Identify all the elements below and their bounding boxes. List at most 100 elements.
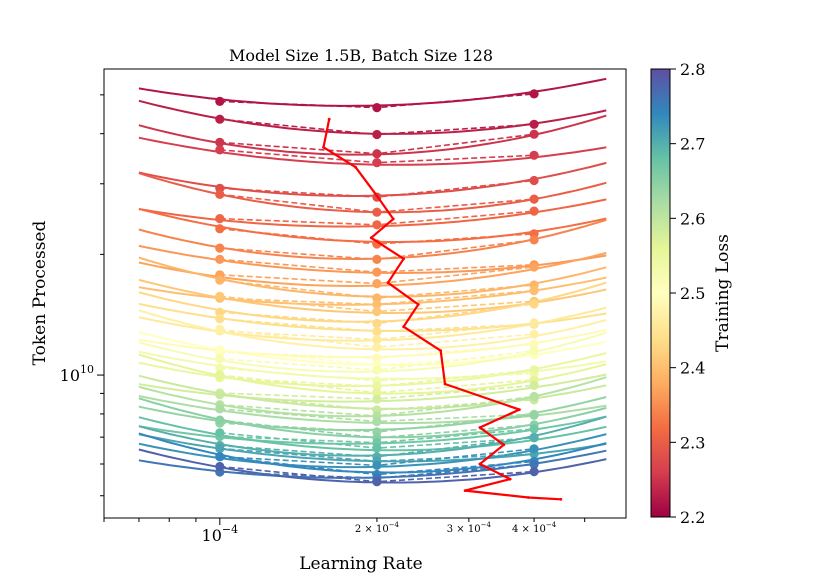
y-tick-label: 1010 — [60, 363, 94, 385]
sample-point — [529, 299, 539, 309]
optimal-lr-point — [526, 496, 530, 499]
sample-point — [215, 114, 225, 124]
sample-point — [215, 96, 225, 106]
sample-point — [215, 314, 225, 324]
sample-point — [529, 262, 539, 272]
optimal-lr-point — [508, 477, 512, 481]
colorbar-tick-label: 2.7 — [680, 135, 705, 154]
sample-point — [372, 279, 382, 289]
optimal-lr-point — [327, 117, 331, 121]
sample-point — [215, 254, 225, 264]
sample-point — [372, 388, 382, 398]
y-tick-base: 10 — [60, 366, 80, 385]
sample-point — [215, 224, 225, 234]
optimal-lr-point — [402, 257, 405, 261]
sample-point — [215, 461, 225, 472]
sample-point — [529, 286, 539, 296]
sample-point — [215, 452, 225, 462]
optimal-lr-line — [322, 118, 561, 501]
optimal-lr-point — [502, 443, 506, 447]
sample-point — [372, 158, 382, 168]
sample-point — [215, 145, 225, 155]
optimal-lr-point — [478, 426, 482, 429]
x-axis-label: Learning Rate — [299, 554, 422, 574]
x-tick-exp: −4 — [222, 523, 238, 536]
sample-point — [372, 267, 382, 277]
sample-point — [529, 175, 539, 186]
sample-point — [372, 207, 382, 217]
sample-point — [215, 214, 225, 224]
colorbar-ticks: 2.2 2.3 2.4 2.5 2.6 2.7 2.8 — [670, 60, 705, 527]
x-tick-coef: 3 × — [447, 524, 468, 535]
x-tick-base: 10 — [376, 524, 389, 535]
x-tick-base: 10 — [533, 524, 546, 535]
sample-point — [372, 220, 382, 230]
sample-point — [529, 329, 539, 339]
sample-point — [529, 119, 539, 129]
sample-point — [529, 467, 539, 477]
x-tick-coef: 2 × — [355, 524, 376, 535]
optimal-lr-point — [402, 325, 405, 329]
sample-point — [372, 365, 382, 375]
sample-point — [372, 254, 382, 264]
x-tick-base: 10 — [468, 524, 481, 535]
sample-point — [529, 150, 539, 160]
sample-point — [372, 443, 382, 453]
sample-point — [529, 365, 539, 375]
optimal-lr-point — [375, 194, 379, 198]
x-axis-ticks: 10−4 2 × 10−4 3 × 10−4 4 × 10−4 — [103, 518, 586, 545]
sample-point — [215, 324, 225, 334]
sample-point — [215, 390, 225, 400]
plot-area — [138, 77, 607, 501]
optimal-lr-point — [386, 281, 390, 285]
x-tick-exp: −4 — [389, 521, 400, 529]
sample-point — [372, 129, 382, 140]
sample-point — [372, 103, 382, 113]
sample-markers — [215, 89, 539, 487]
optimal-lr-point — [559, 497, 563, 501]
sample-point — [372, 335, 382, 345]
sample-point — [529, 89, 539, 99]
sample-point — [372, 326, 382, 337]
optimal-lr-point — [416, 303, 420, 306]
sample-point — [372, 299, 382, 309]
y-axis-ticks: 1010 — [60, 94, 104, 497]
sample-point — [372, 342, 382, 352]
x-tick-label: 3 × 10−4 — [447, 521, 492, 535]
sample-point — [215, 404, 225, 414]
colorbar-label: Training Loss — [713, 234, 733, 352]
colorbar-tick-label: 2.3 — [680, 433, 705, 452]
optimal-lr-point — [369, 236, 373, 240]
x-tick-label: 10−4 — [202, 523, 239, 545]
x-tick-coef: 4 × — [512, 524, 533, 535]
optimal-lr-point — [354, 165, 357, 169]
plot-frame — [103, 68, 627, 519]
sample-point — [372, 149, 382, 159]
x-tick-label: 2 × 10−4 — [355, 521, 400, 535]
sample-point — [215, 443, 225, 454]
optimal-lr-path — [322, 117, 563, 501]
sample-point — [372, 318, 382, 329]
x-tick-exp: −4 — [546, 521, 557, 529]
x-tick-label: 4 × 10−4 — [512, 521, 557, 535]
sample-point — [372, 460, 382, 470]
sample-point — [215, 275, 225, 285]
sample-point — [372, 353, 382, 363]
y-tick-exp: 10 — [80, 363, 94, 376]
sample-point — [529, 129, 539, 139]
optimal-lr-point — [463, 489, 467, 492]
sample-point — [215, 428, 225, 438]
chart-title: Model Size 1.5B, Batch Size 128 — [229, 46, 493, 65]
x-tick-exp: −4 — [481, 521, 492, 529]
sample-point — [529, 391, 539, 402]
sample-point — [529, 459, 539, 469]
sample-point — [529, 318, 539, 328]
sample-point — [529, 432, 539, 442]
colorbar-tick-label: 2.8 — [680, 60, 705, 79]
sample-point — [529, 194, 539, 204]
optimal-lr-point — [439, 349, 443, 353]
sample-point — [372, 477, 382, 487]
optimal-lr-point — [322, 145, 325, 149]
colorbar-tick-label: 2.5 — [680, 284, 705, 303]
optimal-lr-point — [391, 217, 395, 221]
